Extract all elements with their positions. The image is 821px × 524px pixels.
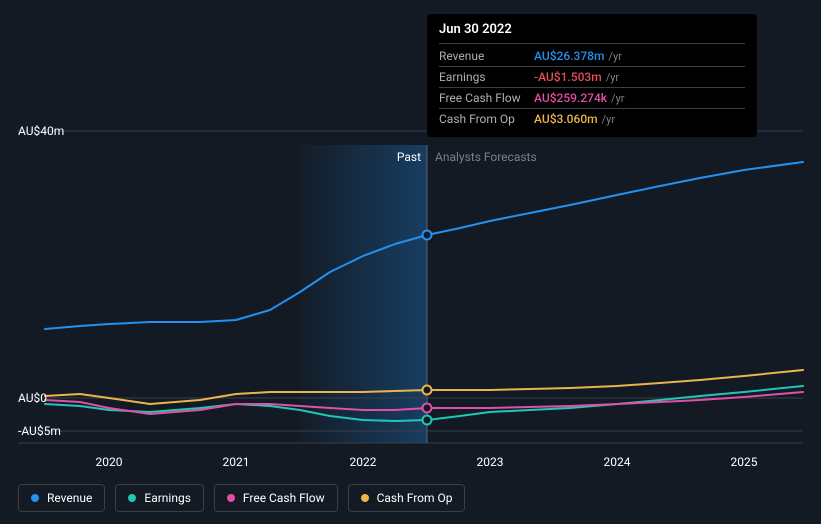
y-axis-label: AU$0 [18, 391, 47, 405]
series-line-revenue [45, 162, 803, 329]
y-axis-label: AU$40m [18, 124, 64, 138]
tooltip-row: Cash From OpAU$3.060m/yr [439, 109, 745, 129]
series-line-cfo [45, 370, 803, 404]
series-marker-cfo [423, 386, 432, 395]
tooltip-title: Jun 30 2022 [439, 22, 745, 44]
legend-item-cfo[interactable]: Cash From Op [348, 484, 466, 512]
region-label-past: Past [397, 150, 421, 164]
x-axis-label: 2024 [604, 455, 631, 469]
legend-item-label: Revenue [47, 491, 92, 505]
series-marker-fcf [423, 404, 432, 413]
tooltip-row-unit: /yr [602, 113, 615, 126]
x-axis-label: 2022 [350, 455, 377, 469]
series-line-earnings [45, 386, 803, 421]
legend-item-label: Free Cash Flow [243, 491, 325, 505]
tooltip-row-label: Cash From Op [439, 112, 534, 126]
tooltip-row-label: Revenue [439, 49, 534, 63]
highlight-band [300, 145, 427, 443]
x-axis-label: 2025 [731, 455, 758, 469]
tooltip-row: Free Cash FlowAU$259.274k/yr [439, 88, 745, 109]
series-marker-revenue [423, 231, 432, 240]
chart-tooltip: Jun 30 2022 RevenueAU$26.378m/yrEarnings… [427, 14, 757, 137]
legend-item-fcf[interactable]: Free Cash Flow [214, 484, 338, 512]
legend-dot-icon [31, 494, 39, 502]
x-axis-label: 2021 [223, 455, 250, 469]
series-marker-earnings [423, 416, 432, 425]
legend-item-revenue[interactable]: Revenue [18, 484, 105, 512]
tooltip-row-unit: /yr [608, 50, 621, 63]
tooltip-row: Earnings-AU$1.503m/yr [439, 67, 745, 88]
tooltip-row: RevenueAU$26.378m/yr [439, 46, 745, 67]
tooltip-row-value: -AU$1.503m [534, 70, 602, 84]
tooltip-row-value: AU$3.060m [534, 112, 598, 126]
x-axis-label: 2023 [477, 455, 504, 469]
tooltip-row-value: AU$259.274k [534, 91, 607, 105]
legend-dot-icon [361, 494, 369, 502]
region-label-forecast: Analysts Forecasts [435, 150, 537, 164]
tooltip-row-unit: /yr [611, 92, 624, 105]
financials-chart: AU$40m AU$0 -AU$5m 2020 2021 2022 2023 2024 202… [0, 0, 821, 524]
legend-item-earnings[interactable]: Earnings [115, 484, 204, 512]
tooltip-row-value: AU$26.378m [534, 49, 604, 63]
legend-dot-icon [128, 494, 136, 502]
legend-dot-icon [227, 494, 235, 502]
tooltip-row-label: Free Cash Flow [439, 91, 534, 105]
x-axis-label: 2020 [96, 455, 123, 469]
y-axis-label: -AU$5m [18, 424, 61, 438]
series-line-fcf [45, 392, 803, 414]
chart-legend: Revenue Earnings Free Cash Flow Cash From O… [18, 484, 465, 512]
legend-item-label: Cash From Op [377, 491, 453, 505]
tooltip-row-label: Earnings [439, 70, 534, 84]
tooltip-row-unit: /yr [606, 71, 619, 84]
legend-item-label: Earnings [144, 491, 191, 505]
